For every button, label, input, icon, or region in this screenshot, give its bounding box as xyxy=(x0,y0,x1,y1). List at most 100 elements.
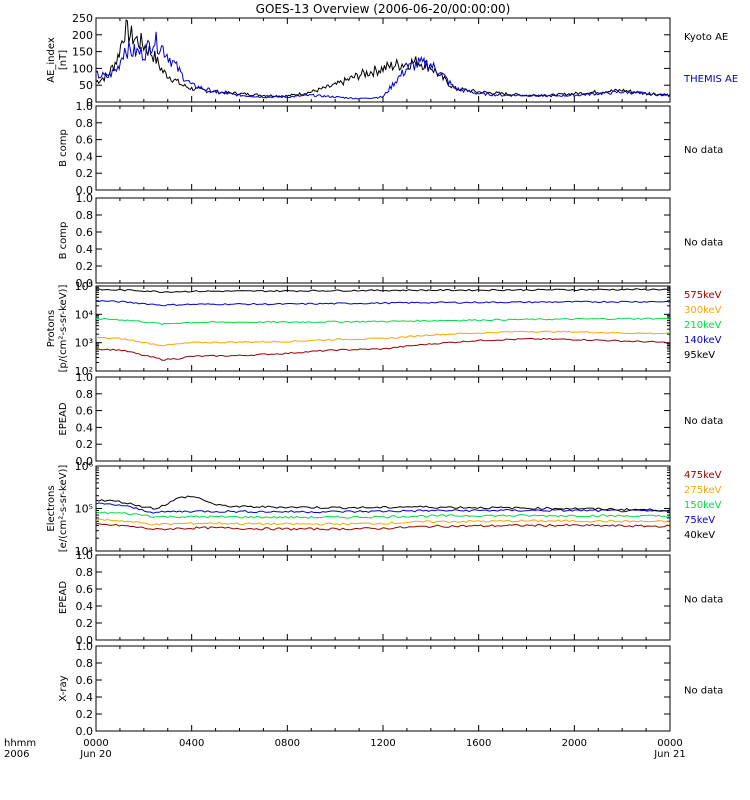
legend-item: Kyoto AE xyxy=(684,32,728,43)
series-line-575kev xyxy=(96,337,670,361)
legend-item: 575keV xyxy=(684,290,722,301)
y-tick-label: 0.0 xyxy=(76,455,94,468)
y-tick-label: 50 xyxy=(79,79,93,92)
series-line-150kev xyxy=(96,511,670,519)
series-line-210kev xyxy=(96,317,670,326)
legend-item: 210keV xyxy=(684,320,722,331)
series-line-themis-ae xyxy=(96,31,670,100)
panel-7: 0.0 0.2 0.4 0.6 0.8 1.0 EPEAD No data xyxy=(58,549,723,647)
panel-4: 10² 10³ 10⁴ 10⁵ Protons [p/(cm²-s-sr-keV)] 575… xyxy=(46,280,722,378)
y-tick-label: 0.8 xyxy=(76,657,94,670)
panel-frame xyxy=(95,554,671,641)
panel-frame xyxy=(95,105,671,191)
legend-item: 140keV xyxy=(684,335,722,346)
panel-3: 0.0 0.2 0.4 0.6 0.8 1.0 B comp No data xyxy=(58,192,723,290)
panel-frame xyxy=(95,17,671,103)
y-tick-label: 1.0 xyxy=(76,192,94,205)
y-axis-label: B comp xyxy=(58,129,69,167)
y-tick-label: 0.2 xyxy=(76,708,94,721)
x-axis-prefix: hhmm xyxy=(4,738,36,749)
y-tick-label: 0.2 xyxy=(76,617,94,630)
panel-5: 0.0 0.2 0.4 0.6 0.8 1.0 EPEAD No data xyxy=(58,371,723,468)
legend-item: 300keV xyxy=(684,305,722,316)
y-axis-label: Protons xyxy=(46,310,57,347)
y-tick-label: 0.4 xyxy=(76,600,94,613)
y-tick-label: 0.8 xyxy=(76,388,94,401)
x-axis-prefix: 2006 xyxy=(4,749,29,760)
y-tick-label: 1.0 xyxy=(76,640,94,653)
y-tick-label: 0.4 xyxy=(76,691,94,704)
x-tick-label: 0400 xyxy=(179,738,204,749)
y-tick-label: 0.4 xyxy=(76,243,94,256)
y-tick-label: 0.6 xyxy=(76,226,94,239)
y-tick-label: 0.6 xyxy=(76,583,94,596)
x-tick-label: 1200 xyxy=(370,738,395,749)
y-tick-label: 0.8 xyxy=(76,566,94,579)
no-data-label: No data xyxy=(684,145,723,156)
y-tick-label: 10⁴ xyxy=(75,308,94,321)
no-data-label: No data xyxy=(684,595,723,606)
y-tick-label: 10⁵ xyxy=(75,280,93,293)
no-data-label: No data xyxy=(684,416,723,427)
panel-frame xyxy=(95,645,671,732)
series-line-40kev xyxy=(96,495,670,512)
legend-item: 475keV xyxy=(684,470,722,481)
y-tick-label: 0.0 xyxy=(76,725,94,738)
series-line-75kev xyxy=(96,502,670,514)
series-line-275kev xyxy=(96,518,670,526)
y-tick-label: 0.2 xyxy=(76,260,94,273)
y-tick-label: 150 xyxy=(72,46,93,59)
y-axis-label: [e/(cm²-s-sr-keV)] xyxy=(58,465,69,553)
y-tick-label: 0.6 xyxy=(76,134,94,147)
y-tick-label: 0.8 xyxy=(76,209,94,222)
x-tick-label: 2000 xyxy=(562,738,587,749)
figure-title: GOES-13 Overview (2006-06-20/00:00:00) xyxy=(256,2,511,16)
series-line-140kev xyxy=(96,300,670,307)
legend-item: 275keV xyxy=(684,485,722,496)
series-line-300kev xyxy=(96,330,670,347)
panel-8: 0.0 0.2 0.4 0.6 0.8 1.0 X-ray No data xyxy=(58,640,723,738)
series-line-95kev xyxy=(96,288,670,294)
panels-group: 0 50 100 150 200 250 AE_index [nT] Kyoto AE THEMI… xyxy=(46,12,738,738)
legend-item: 95keV xyxy=(684,350,715,361)
y-tick-label: 10³ xyxy=(75,337,93,350)
y-tick-label: 0.6 xyxy=(76,674,94,687)
y-tick-label: 0.0 xyxy=(76,184,94,197)
y-tick-label: 0.2 xyxy=(76,167,94,180)
y-tick-label: 0.4 xyxy=(76,150,94,163)
no-data-label: No data xyxy=(684,238,723,249)
y-tick-label: 1.0 xyxy=(76,100,94,113)
panel-frame xyxy=(95,197,671,284)
y-axis-label: EPEAD xyxy=(58,402,69,436)
y-tick-label: 250 xyxy=(72,12,93,25)
y-tick-label: 10⁵ xyxy=(75,503,93,516)
legend-item: THEMIS AE xyxy=(683,74,738,85)
panel-6: 10⁴ 10⁵ 10⁶ Electrons [e/(cm²-s-sr-keV)] 475k… xyxy=(46,460,722,558)
y-tick-label: 0.0 xyxy=(76,634,94,647)
x-tick-label: 0800 xyxy=(275,738,300,749)
y-tick-label: 0.4 xyxy=(76,421,94,434)
y-axis-label: [p/(cm²-s-sr-keV)] xyxy=(58,285,69,373)
x-tick-label: 0000 xyxy=(657,738,682,749)
series-group xyxy=(96,288,670,361)
x-tick-label: 0000 xyxy=(83,738,108,749)
y-axis-label: B comp xyxy=(58,222,69,260)
series-group xyxy=(96,495,670,531)
y-tick-label: 100 xyxy=(72,62,93,75)
y-tick-label: 10⁴ xyxy=(75,545,94,558)
y-axis-label: Electrons xyxy=(46,485,57,531)
y-tick-label: 0.0 xyxy=(76,277,94,290)
x-tick-label: 1600 xyxy=(466,738,491,749)
y-tick-label: 0.6 xyxy=(76,405,94,418)
panel-frame xyxy=(95,376,671,462)
panel-2: 0.0 0.2 0.4 0.6 0.8 1.0 B comp No data xyxy=(58,100,723,197)
y-axis-label: AE_index xyxy=(46,37,57,83)
y-tick-label: 1.0 xyxy=(76,371,94,384)
y-tick-label: 10² xyxy=(75,365,93,378)
legend-item: 75keV xyxy=(684,515,715,526)
y-tick-label: 0 xyxy=(86,96,93,109)
y-tick-label: 1.0 xyxy=(76,549,94,562)
y-tick-label: 200 xyxy=(72,29,93,42)
y-axis-label: X-ray xyxy=(58,675,69,701)
